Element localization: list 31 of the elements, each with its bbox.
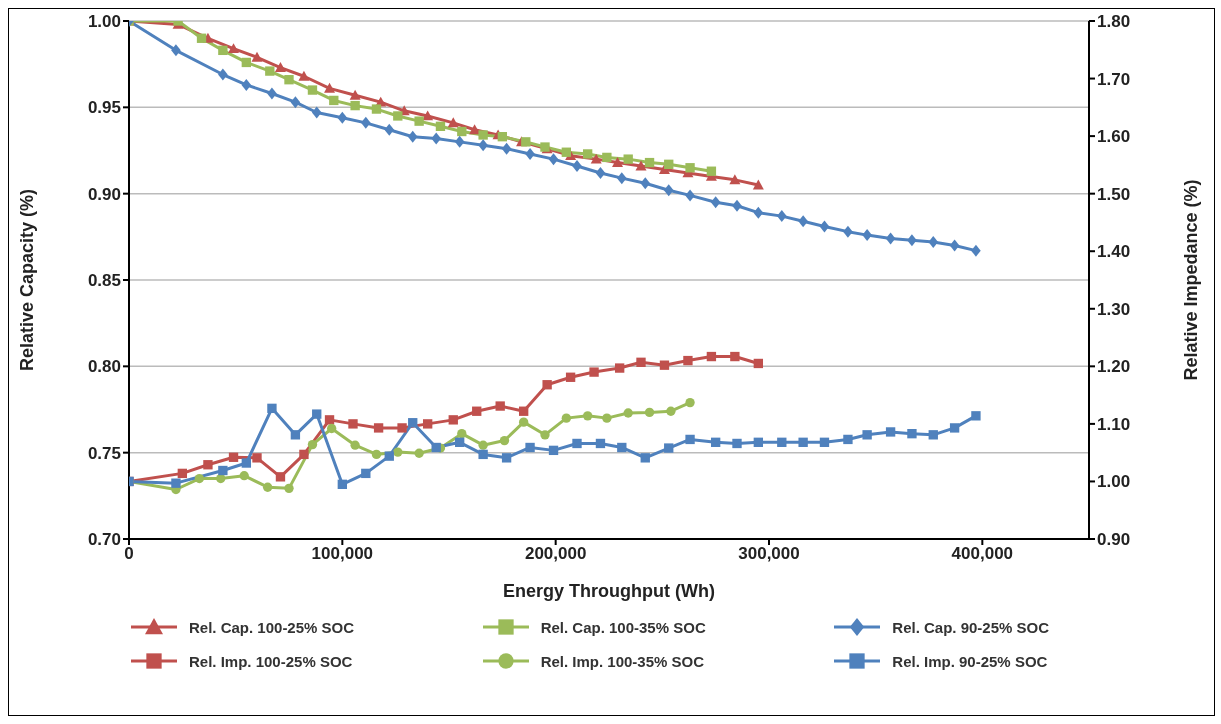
legend-label: Rel. Imp. 100-35% SOC [540,652,705,670]
legend-label: Rel. Cap. 90-25% SOC [892,618,1050,636]
legend-label: Rel. Cap. 100-25% SOC [189,618,355,636]
y2-tick-label: 1.00 [1097,472,1131,492]
x-tick-label: 200,000 [524,544,587,564]
x-tick-label: 100,000 [311,544,374,564]
y-axis-title: Relative Capacity (%) [17,188,38,372]
y-tick-label: 0.75 [87,443,121,463]
y2-tick-label: 0.90 [1097,530,1131,550]
y2-axis-title: Relative Impedance (%) [1181,179,1202,381]
legend-label: Rel. Imp. 100-25% SOC [189,652,353,670]
y2-tick-label: 1.50 [1097,184,1131,204]
x-tick-label: 300,000 [738,544,800,564]
y-tick-label: 0.85 [87,271,121,291]
y2-tick-label: 1.10 [1097,414,1131,434]
y-tick-label: 1.00 [87,12,121,32]
x-tick-label: 400,000 [951,544,1014,564]
y2-tick-label: 1.40 [1097,242,1131,262]
y-tick-label: 0.95 [87,98,121,118]
legend-label: Rel. Cap. 100-35% SOC [540,618,706,636]
y-tick-label: 0.90 [87,184,121,204]
y2-tick-label: 1.80 [1097,12,1131,32]
y2-tick-label: 1.60 [1097,127,1131,147]
y-tick-label: 0.80 [87,357,121,377]
y-tick-label: 0.70 [87,530,121,550]
y2-tick-label: 1.30 [1097,299,1131,319]
x-tick-label: 0 [124,544,134,564]
x-axis-title: Energy Throughput (Wh) [503,581,715,601]
y2-tick-label: 1.70 [1097,69,1131,89]
legend-label: Rel. Imp. 90-25% SOC [892,652,1048,670]
y2-tick-label: 1.20 [1097,357,1131,377]
